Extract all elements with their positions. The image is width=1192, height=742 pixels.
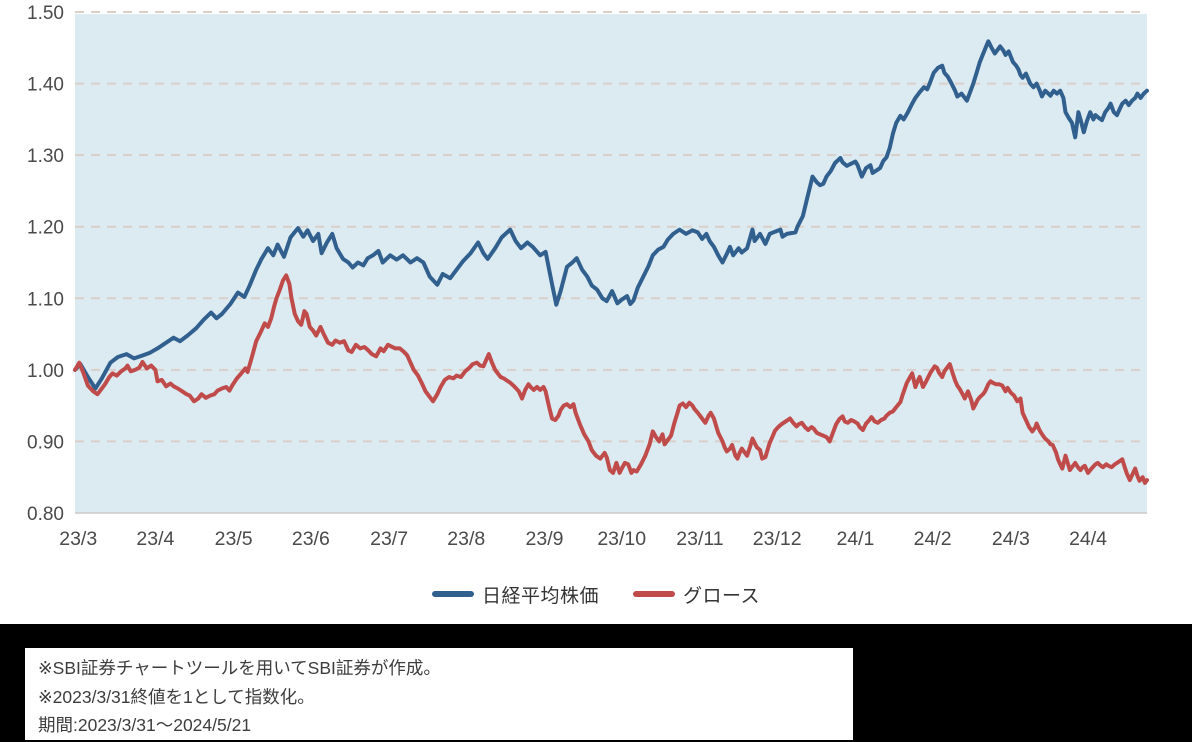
legend-label-growth: グロース xyxy=(682,585,761,607)
x-tick-label: 24/1 xyxy=(836,528,874,550)
y-tick-label: 1.20 xyxy=(27,218,64,239)
y-tick-label: 1.30 xyxy=(27,146,64,167)
x-tick-label: 24/2 xyxy=(914,528,952,550)
legend-item-nikkei: 日経平均株価 xyxy=(431,581,599,608)
x-tick-label: 23/4 xyxy=(136,528,174,550)
y-tick-label: 1.00 xyxy=(27,361,64,382)
footer-note-source: ※SBI証券チャートツールを用いてSBI証券が作成。 xyxy=(38,658,441,678)
x-tick-label: 23/11 xyxy=(676,528,723,550)
x-tick-label: 23/9 xyxy=(526,528,564,550)
x-tick-label: 23/12 xyxy=(753,528,802,550)
chart-legend: 日経平均株価 グロース xyxy=(0,578,1192,610)
y-tick-label: 1.40 xyxy=(27,75,64,96)
line-chart: 0.80 0.90 1.00 1.10 1.20 1.30 1.40 1.50 23/3 23/4… xyxy=(27,3,1149,550)
x-tick-label: 23/6 xyxy=(292,528,330,550)
x-tick-label: 23/5 xyxy=(215,528,253,550)
legend-label-nikkei: 日経平均株価 xyxy=(481,585,599,607)
plot-background xyxy=(75,14,1147,513)
series-line-growth xyxy=(73,273,1149,485)
footer-note-indexing: ※2023/3/31終値を1として指数化。 xyxy=(38,686,315,707)
y-tick-label: 1.50 xyxy=(27,3,64,24)
x-tick-label: 24/3 xyxy=(992,528,1030,550)
legend-swatch-growth xyxy=(632,591,675,597)
gridlines xyxy=(75,11,1147,514)
chart-area: 0.80 0.90 1.00 1.10 1.20 1.30 1.40 1.50 23/3 23/4… xyxy=(27,3,1149,550)
y-tick-label: 0.90 xyxy=(27,432,64,453)
legend-swatch-nikkei xyxy=(431,591,474,597)
y-tick-label: 1.10 xyxy=(27,289,64,310)
x-axis-labels: 23/3 23/4 23/5 23/6 23/7 23/8 23/9 23/10 23/11 23… xyxy=(59,528,1107,550)
legend-item-growth: グロース xyxy=(632,581,761,608)
series-line-nikkei xyxy=(73,39,1149,391)
x-tick-label: 24/4 xyxy=(1069,528,1107,550)
footer-note-period: 期間:2023/3/31～2024/5/21 xyxy=(38,715,252,735)
x-tick-label: 23/7 xyxy=(370,528,408,550)
y-tick-label: 0.80 xyxy=(27,504,64,525)
y-axis-labels: 0.80 0.90 1.00 1.10 1.20 1.30 1.40 1.50 xyxy=(27,3,64,525)
footer-note-panel: ※SBI証券チャートツールを用いてSBI証券が作成。 ※2023/3/31終値を… xyxy=(0,624,1192,742)
x-tick-label: 23/10 xyxy=(597,528,646,550)
x-tick-label: 23/8 xyxy=(447,528,485,550)
x-tick-label: 23/3 xyxy=(59,528,97,550)
footer-note-box: ※SBI証券チャートツールを用いてSBI証券が作成。 ※2023/3/31終値を… xyxy=(25,648,853,740)
